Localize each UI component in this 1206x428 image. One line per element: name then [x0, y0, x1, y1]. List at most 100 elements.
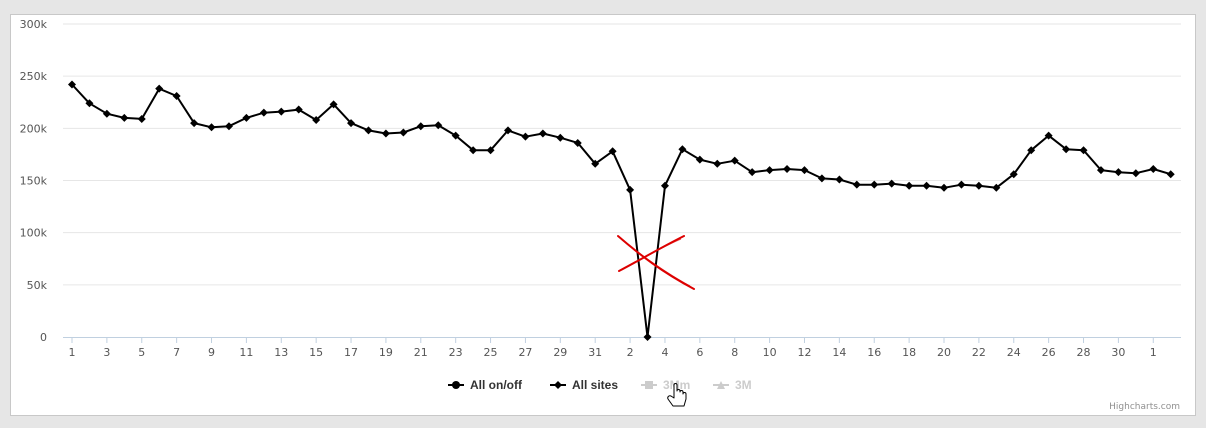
legend-item[interactable]: 3Mm: [641, 378, 690, 392]
x-tick-label: 6: [696, 346, 703, 359]
data-point[interactable]: [765, 166, 774, 175]
data-point[interactable]: [870, 180, 879, 189]
data-point[interactable]: [817, 174, 826, 183]
data-point[interactable]: [783, 165, 792, 174]
legend-item[interactable]: All sites: [550, 378, 618, 392]
data-point[interactable]: [504, 126, 512, 135]
data-point[interactable]: [469, 146, 478, 155]
data-point[interactable]: [312, 115, 321, 124]
data-point[interactable]: [1096, 166, 1105, 175]
data-point[interactable]: [957, 180, 966, 189]
data-point[interactable]: [242, 113, 251, 122]
data-point[interactable]: [730, 156, 739, 165]
data-point[interactable]: [1166, 170, 1175, 179]
data-point[interactable]: [364, 126, 373, 135]
series-line: [71, 83, 1171, 338]
data-point[interactable]: [155, 84, 164, 93]
data-point[interactable]: [190, 119, 199, 128]
x-tick-label: 7: [173, 346, 180, 359]
x-tick-label: 12: [797, 346, 811, 359]
x-tick-label: 24: [1007, 346, 1021, 359]
data-point[interactable]: [521, 132, 530, 141]
x-tick-label: 18: [902, 346, 916, 359]
data-point[interactable]: [922, 181, 931, 190]
data-point[interactable]: [905, 181, 914, 190]
data-point[interactable]: [974, 181, 983, 190]
data-point[interactable]: [713, 159, 722, 168]
data-point[interactable]: [294, 105, 303, 114]
data-point[interactable]: [224, 122, 233, 131]
legend-label: All sites: [572, 378, 618, 392]
x-tick-label: 14: [832, 346, 846, 359]
data-point[interactable]: [381, 129, 390, 138]
data-point[interactable]: [434, 121, 443, 130]
data-point[interactable]: [1044, 131, 1053, 140]
legend-marker-icon: [717, 381, 725, 389]
y-tick-label: 150k: [20, 175, 48, 188]
data-point[interactable]: [1062, 145, 1071, 154]
data-point[interactable]: [102, 109, 111, 118]
highcharts-credits[interactable]: Highcharts.com: [1109, 402, 1180, 412]
data-point[interactable]: [887, 179, 896, 188]
data-point[interactable]: [608, 147, 617, 156]
y-tick-label: 300k: [20, 18, 48, 31]
data-point[interactable]: [85, 99, 94, 108]
data-point[interactable]: [1149, 165, 1158, 174]
data-point[interactable]: [660, 181, 669, 190]
data-point[interactable]: [347, 119, 356, 128]
data-point[interactable]: [573, 138, 582, 147]
data-point[interactable]: [538, 129, 547, 138]
data-point[interactable]: [120, 113, 129, 122]
data-point[interactable]: [940, 183, 948, 192]
data-point[interactable]: [556, 133, 565, 142]
data-point[interactable]: [1131, 169, 1140, 178]
data-point[interactable]: [748, 168, 757, 177]
data-point[interactable]: [591, 159, 600, 168]
data-point[interactable]: [852, 180, 861, 189]
x-tick-label: 26: [1042, 346, 1056, 359]
data-point[interactable]: [329, 100, 338, 109]
x-tick-label: 9: [208, 346, 215, 359]
red-x-annotation: [617, 235, 695, 290]
hand-cursor-icon: [667, 383, 687, 407]
data-point[interactable]: [626, 185, 635, 194]
data-point[interactable]: [137, 114, 146, 123]
data-point[interactable]: [643, 333, 652, 341]
legend: All on/off All sites 3Mm 3M: [448, 378, 752, 392]
data-point[interactable]: [486, 146, 495, 155]
data-point[interactable]: [399, 128, 408, 137]
annotation-stroke: [621, 239, 691, 287]
data-point[interactable]: [451, 131, 460, 140]
data-point[interactable]: [207, 123, 216, 132]
data-point[interactable]: [277, 107, 286, 116]
x-tick-label: 11: [239, 346, 253, 359]
legend-marker-icon: [554, 381, 562, 389]
data-point[interactable]: [1009, 170, 1018, 179]
data-point[interactable]: [1027, 146, 1036, 155]
data-point[interactable]: [992, 183, 1001, 192]
y-axis: 0 50k 100k 150k 200k 250k 300k: [20, 18, 48, 344]
x-tick-label: 17: [344, 346, 358, 359]
x-tick-label: 4: [661, 346, 668, 359]
data-point[interactable]: [68, 80, 76, 89]
x-axis: 1 3 5 7 9 11 13 15 17 19 21 23 25 27 29 31 2 4 6 8 10 12 14 16 1…: [63, 337, 1181, 359]
data-point[interactable]: [416, 122, 425, 131]
data-point[interactable]: [678, 145, 687, 154]
data-point[interactable]: [1114, 168, 1123, 177]
series-all-sites: [68, 80, 1175, 341]
x-tick-label: 29: [553, 346, 567, 359]
data-point[interactable]: [259, 108, 268, 117]
x-tick-label: 15: [309, 346, 323, 359]
legend-marker-icon: [645, 381, 653, 389]
legend-item[interactable]: All on/off: [448, 378, 523, 392]
data-point[interactable]: [172, 91, 181, 100]
y-tick-label: 0: [40, 331, 47, 344]
legend-item[interactable]: 3M: [713, 378, 752, 392]
annotation-stroke: [623, 238, 682, 269]
x-tick-label: 28: [1077, 346, 1091, 359]
data-point[interactable]: [695, 155, 704, 164]
data-point[interactable]: [835, 175, 844, 184]
data-point[interactable]: [800, 166, 809, 175]
data-point[interactable]: [1079, 146, 1088, 155]
